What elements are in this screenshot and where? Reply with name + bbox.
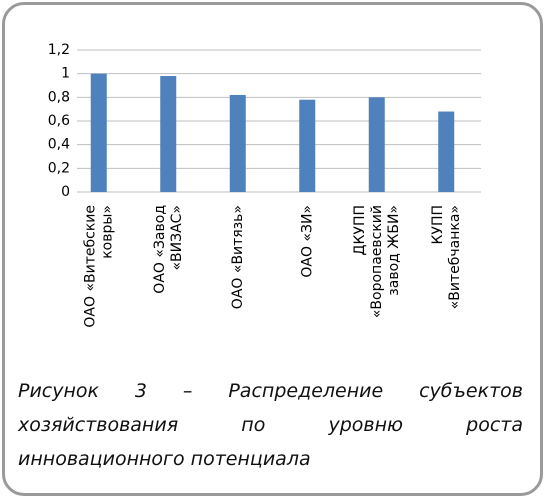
bar [368, 97, 385, 192]
bar [299, 99, 316, 192]
x-tick-label: ковры» [99, 205, 115, 259]
x-tick-label: «Витебчанка» [447, 205, 463, 309]
x-tick-label: ОАО «Витебские [82, 205, 98, 328]
x-tick-label: «ВИЗАС» [169, 205, 185, 271]
bar [90, 73, 107, 192]
x-tick-label: ДКУПП [352, 205, 368, 255]
chart: 0 0,2 0,4 0,6 0,8 1 1,2 ОАО «Витебские ковры» ОАО… [48, 42, 481, 328]
bar [160, 76, 177, 192]
x-tick-label: завод ЖБИ» [386, 205, 402, 296]
x-tick-label: ОАО «ЗИ» [299, 205, 315, 278]
y-tick-label: 0,8 [48, 89, 70, 105]
x-tick-label: «Воропаевский [369, 205, 385, 318]
y-tick-label: 0,2 [48, 160, 70, 176]
y-tick-label: 0 [61, 184, 70, 200]
y-tick-label: 0,6 [48, 113, 70, 129]
caption: Рисунок 3 – Распределение субъектов хозя… [18, 380, 523, 470]
y-tick-label: 0,4 [48, 137, 70, 153]
x-tick-label: ОАО «Витязь» [230, 205, 246, 309]
y-tick-label: 1,2 [48, 42, 70, 58]
x-tick-label: ОАО «Завод [152, 205, 168, 294]
y-tick-label: 1 [61, 66, 70, 82]
bar [438, 111, 455, 192]
x-tick-label: КУПП [430, 205, 446, 245]
bar [229, 94, 246, 192]
